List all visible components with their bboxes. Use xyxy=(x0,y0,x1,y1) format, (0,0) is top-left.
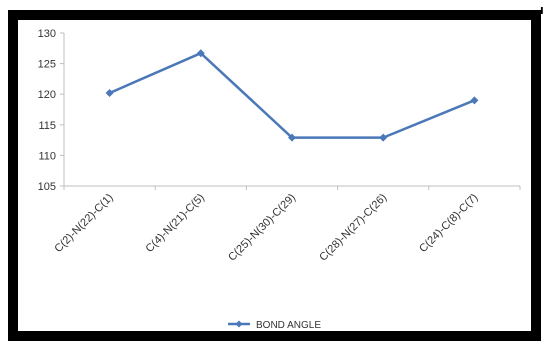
y-axis: 105 110 115 120 125 130 xyxy=(38,28,65,193)
y-tick-label: 130 xyxy=(38,28,56,40)
data-point xyxy=(105,88,114,97)
series-layer xyxy=(105,49,479,142)
data-point xyxy=(470,96,479,105)
x-tick-label: C(2)-N(22)-C(1) xyxy=(52,192,115,255)
corner-mark: I xyxy=(540,6,544,17)
y-tick-label: 120 xyxy=(38,89,56,101)
y-tick-label: 115 xyxy=(38,120,56,132)
x-tick-label: C(4)-N(21)-C(5) xyxy=(144,192,207,255)
series-line xyxy=(109,51,475,139)
y-tick-label: 125 xyxy=(38,59,56,71)
legend: BOND ANGLE xyxy=(228,320,321,331)
x-tick-label: C(24)-C(8)-C(7) xyxy=(417,192,480,255)
data-point xyxy=(288,133,296,142)
data-point xyxy=(379,133,388,142)
x-tick-label: C(25)-N(30)-C(29) xyxy=(226,192,298,264)
legend-marker-swatch xyxy=(235,320,243,328)
x-axis: C(2)-N(22)-C(1) C(4)-N(21)-C(5) C(25)-N(30… xyxy=(52,185,521,264)
legend-label: BOND ANGLE xyxy=(256,320,321,331)
x-tick-label: C(28)-N(27)-C(26) xyxy=(317,192,389,264)
chart-frame xyxy=(8,10,541,341)
data-point xyxy=(196,49,205,58)
y-tick-label: 105 xyxy=(38,181,56,193)
y-tick-label: 110 xyxy=(38,150,56,162)
